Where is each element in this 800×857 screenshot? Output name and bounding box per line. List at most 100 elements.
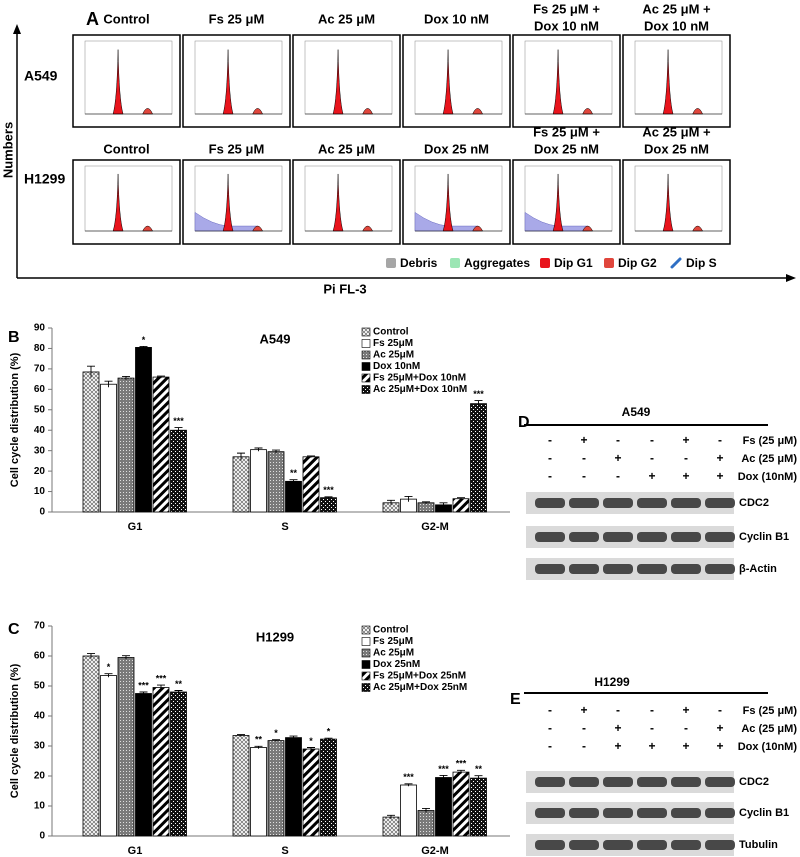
histogram-title: Ac 25 μM bbox=[318, 141, 375, 156]
row-label: A549 bbox=[24, 68, 58, 84]
histogram-title: Dox 10 nM bbox=[534, 18, 599, 33]
y-tick-label: 70 bbox=[34, 621, 46, 632]
error-bar bbox=[422, 807, 430, 813]
treatment-sign: + bbox=[614, 721, 621, 735]
histogram-frame bbox=[622, 34, 731, 128]
histogram-frame bbox=[72, 34, 181, 128]
y-tick-label: 70 bbox=[34, 364, 46, 375]
legend-label: Ac 25μM bbox=[373, 350, 414, 361]
blot-band bbox=[535, 532, 565, 542]
significance-label: *** bbox=[138, 680, 149, 690]
blot-band bbox=[705, 498, 735, 508]
histogram-frame bbox=[72, 159, 181, 245]
treatment-sign: - bbox=[616, 469, 620, 483]
blot-band bbox=[535, 498, 565, 508]
treatment-sign: + bbox=[682, 469, 689, 483]
significance-label: *** bbox=[323, 485, 334, 495]
x-tick-label: G1 bbox=[128, 521, 143, 533]
g1-peak bbox=[662, 173, 674, 232]
debris-area bbox=[524, 211, 588, 232]
y-tick-label: 50 bbox=[34, 404, 46, 415]
bar bbox=[232, 456, 250, 513]
legend-label: Dox 25nM bbox=[373, 659, 420, 670]
legend-swatch bbox=[386, 258, 396, 268]
legend-label: Dip G2 bbox=[618, 256, 657, 270]
treatment-label: Fs (25 μM) bbox=[743, 705, 798, 717]
histogram-title: Fs 25 μM + bbox=[533, 1, 600, 16]
y-tick-label: 30 bbox=[34, 741, 46, 752]
legend-label: Ac 25μM+Dox 10nM bbox=[373, 384, 467, 395]
treatment-label: Ac (25 μM) bbox=[741, 453, 797, 465]
histogram-title: Ac 25 μM + bbox=[642, 1, 711, 16]
bar bbox=[320, 738, 337, 837]
row-label: H1299 bbox=[24, 171, 65, 187]
blot-band bbox=[603, 498, 633, 508]
bar bbox=[302, 456, 320, 513]
histogram-title: Dox 10 nM bbox=[644, 18, 709, 33]
blot-band bbox=[535, 777, 565, 787]
significance-label: ** bbox=[175, 679, 183, 689]
axis-title: Pi FL-3 bbox=[323, 281, 366, 296]
error-bar bbox=[457, 769, 465, 774]
bar bbox=[135, 693, 152, 837]
blot-title: A549 bbox=[622, 405, 651, 419]
significance-label: * bbox=[107, 662, 111, 672]
g1-peak bbox=[222, 49, 234, 115]
legend-swatch bbox=[361, 625, 371, 635]
treatment-sign: + bbox=[682, 739, 689, 753]
legend-swatch bbox=[361, 637, 371, 646]
significance-label: *** bbox=[473, 389, 484, 399]
y-tick-label: 40 bbox=[34, 425, 46, 436]
histogram-title: Dox 25 nM bbox=[424, 141, 489, 156]
bar bbox=[117, 657, 135, 837]
histogram-frame bbox=[182, 159, 291, 245]
band-label: CDC2 bbox=[739, 497, 769, 509]
g1-peak bbox=[552, 173, 564, 232]
blot-band bbox=[603, 840, 633, 850]
blot-band bbox=[603, 532, 633, 542]
bar bbox=[400, 784, 417, 837]
y-tick-label: 30 bbox=[34, 445, 46, 456]
g1-peak bbox=[442, 49, 454, 115]
treatment-sign: - bbox=[582, 721, 586, 735]
band-label: Cyclin B1 bbox=[739, 531, 789, 543]
error-bar bbox=[87, 653, 95, 659]
error-bar bbox=[139, 691, 148, 695]
legend-swatch bbox=[361, 683, 371, 692]
bar bbox=[152, 376, 170, 513]
bar bbox=[417, 810, 435, 837]
blot-band bbox=[637, 808, 667, 818]
histogram-frame bbox=[182, 34, 291, 128]
error-bar bbox=[237, 734, 245, 737]
treatment-label: Dox (10nM) bbox=[738, 741, 798, 753]
bar bbox=[452, 771, 470, 837]
treatment-sign: - bbox=[616, 433, 620, 447]
histogram-title: Control bbox=[103, 11, 149, 26]
bar bbox=[285, 737, 302, 837]
g1-peak bbox=[332, 49, 344, 115]
error-bar bbox=[404, 783, 413, 787]
error-bar bbox=[474, 400, 483, 407]
significance-label: * bbox=[142, 335, 146, 345]
blot-band bbox=[671, 498, 701, 508]
legend-swatch bbox=[361, 350, 371, 360]
treatment-sign: - bbox=[616, 703, 620, 717]
legend-label: Dox 10nM bbox=[373, 361, 420, 372]
y-tick-label: 20 bbox=[34, 771, 46, 782]
treatment-sign: - bbox=[548, 433, 552, 447]
bar bbox=[320, 497, 337, 513]
error-bar bbox=[324, 496, 333, 499]
blot-band bbox=[637, 532, 667, 542]
y-tick-label: 90 bbox=[34, 323, 46, 334]
treatment-sign: - bbox=[548, 739, 552, 753]
bar bbox=[470, 403, 487, 513]
histogram-title: Dox 25 nM bbox=[534, 141, 599, 156]
error-bar bbox=[272, 449, 280, 454]
legend-swatch bbox=[450, 258, 460, 268]
blot-band bbox=[671, 532, 701, 542]
bar bbox=[267, 451, 285, 513]
blot-band bbox=[569, 840, 599, 850]
panel-label: A bbox=[86, 9, 99, 29]
histogram-title: Ac 25 μM + bbox=[642, 124, 711, 139]
